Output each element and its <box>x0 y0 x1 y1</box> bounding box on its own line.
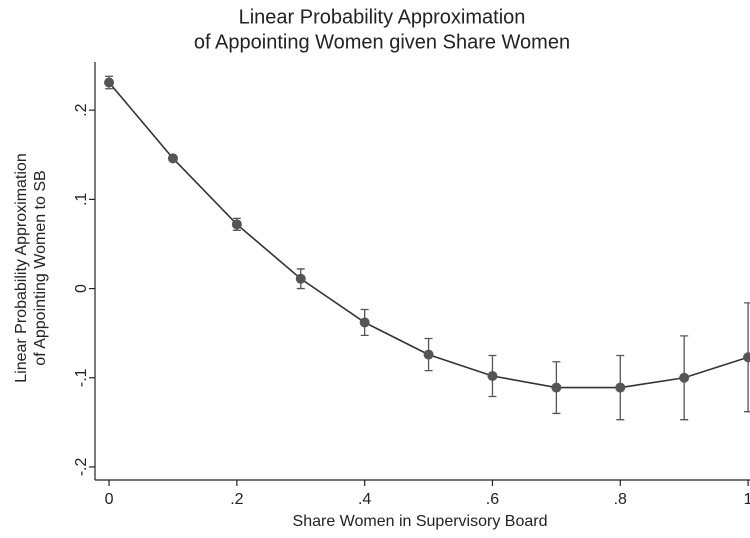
point <box>743 352 750 363</box>
chart-title: Linear Probability Approximation <box>239 6 526 28</box>
chart-title: of Appointing Women given Share Women <box>194 31 570 53</box>
y-tick-label: -.1 <box>73 368 90 387</box>
y-tick-label: -.2 <box>73 458 90 477</box>
y-axis-label: Linear Probability Approximation <box>13 153 30 382</box>
point <box>104 77 115 88</box>
point <box>231 219 242 230</box>
y-axis-label: of Appointing Women to SB <box>32 170 49 365</box>
x-tick-label: .6 <box>486 491 499 508</box>
x-tick-label: .2 <box>230 491 243 508</box>
point <box>167 153 178 164</box>
point <box>295 273 306 284</box>
point <box>359 317 370 328</box>
point <box>423 349 434 360</box>
x-tick-label: 1 <box>744 491 750 508</box>
point <box>487 370 498 381</box>
point <box>679 372 690 383</box>
y-tick-label: .2 <box>73 103 90 116</box>
point <box>615 382 626 393</box>
x-tick-label: .8 <box>614 491 627 508</box>
point <box>551 382 562 393</box>
y-tick-label: 0 <box>73 284 90 293</box>
x-axis-label: Share Women in Supervisory Board <box>293 513 548 530</box>
x-tick-label: 0 <box>105 491 114 508</box>
y-tick-label: .1 <box>73 193 90 206</box>
x-tick-label: .4 <box>358 491 371 508</box>
